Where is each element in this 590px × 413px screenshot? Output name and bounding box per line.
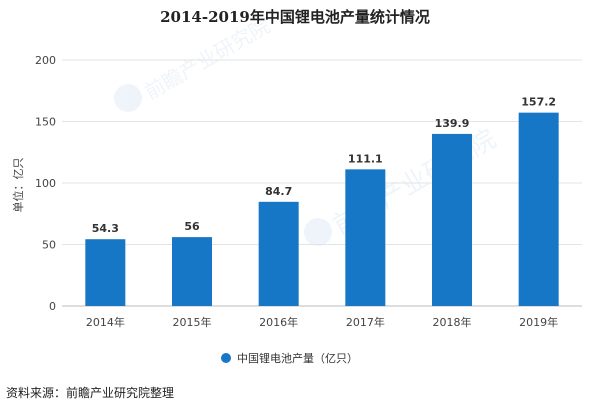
data-label: 84.7 [265, 185, 292, 198]
watermark-text: 前瞻产业研究院 [141, 14, 274, 105]
x-tick-label: 2017年 [346, 315, 385, 329]
data-label: 111.1 [348, 152, 383, 165]
legend-marker [221, 353, 231, 363]
x-axis-ticks: 2014年 2015年 2016年 2017年 2018年 2019年 [86, 315, 558, 329]
data-label: 54.3 [92, 222, 119, 235]
x-tick-label: 2018年 [433, 315, 472, 329]
legend: 中国锂电池产量（亿只） [221, 351, 358, 365]
data-label: 157.2 [521, 96, 556, 109]
x-tick-label: 2014年 [86, 315, 125, 329]
y-axis-label: 单位：亿只 [11, 158, 25, 213]
y-tick-label: 50 [42, 239, 56, 252]
grid-lines [62, 59, 582, 307]
bar [518, 112, 559, 306]
bars: 54.3 56 84.7 111.1 139.9 157.2 [85, 96, 559, 306]
watermark-logo-icon [114, 84, 142, 112]
y-tick-label: 150 [35, 116, 56, 129]
bar [258, 201, 299, 306]
bar [172, 237, 212, 306]
bar [345, 169, 386, 306]
data-label: 56 [184, 220, 200, 233]
y-tick-label: 0 [49, 300, 56, 313]
legend-label: 中国锂电池产量（亿只） [237, 351, 358, 365]
watermark-logo-icon [304, 218, 332, 246]
bar [85, 239, 126, 306]
y-tick-label: 200 [35, 54, 56, 67]
source-note: 资料来源：前瞻产业研究院整理 [6, 386, 175, 400]
chart-title: 2014-2019年中国锂电池产量统计情况 [160, 8, 430, 26]
y-tick-label: 100 [35, 177, 56, 190]
y-axis-ticks: 0 50 100 150 200 [35, 54, 56, 313]
bar [432, 133, 472, 306]
data-label: 139.9 [435, 117, 470, 130]
x-tick-label: 2015年 [173, 315, 212, 329]
x-tick-label: 2016年 [259, 315, 298, 329]
x-tick-label: 2019年 [519, 315, 558, 329]
